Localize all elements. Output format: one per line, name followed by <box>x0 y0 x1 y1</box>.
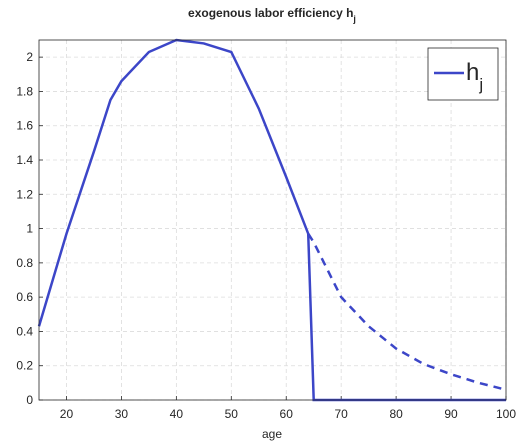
x-tick-label: 100 <box>496 407 516 421</box>
legend-subscript: j <box>478 75 483 94</box>
y-tick-label: 1.2 <box>16 187 33 201</box>
y-tick-label: 1.6 <box>16 119 33 133</box>
lines <box>37 38 507 402</box>
y-tick-label: 1 <box>26 222 33 236</box>
x-tick-label: 50 <box>225 407 239 421</box>
y-tick-label: 0.2 <box>16 359 33 373</box>
legend-text: h <box>466 59 479 86</box>
y-tick-label: 0.8 <box>16 256 33 270</box>
y-tick-label: 0.4 <box>16 324 33 338</box>
series-line <box>307 233 507 391</box>
legend-label: hj <box>466 59 483 94</box>
y-tick-label: 2 <box>26 50 33 64</box>
x-tick-label: 80 <box>389 407 403 421</box>
x-axis-label: age <box>262 427 282 441</box>
x-tick-label: 90 <box>444 407 458 421</box>
x-tick-label: 70 <box>334 407 348 421</box>
x-tick-label: 20 <box>60 407 74 421</box>
x-tick-label: 40 <box>170 407 184 421</box>
y-tick-label: 0 <box>26 393 33 407</box>
y-tick-label: 1.4 <box>16 153 33 167</box>
y-tick-label: 0.6 <box>16 290 33 304</box>
axes-box <box>38 39 507 401</box>
y-tick-label: 1.8 <box>16 84 33 98</box>
series-line <box>37 38 506 402</box>
x-tick-label: 60 <box>280 407 294 421</box>
title-text: exogenous labor efficiency h <box>188 6 353 20</box>
chart-title: exogenous labor efficiency hj <box>188 6 356 24</box>
x-tick-label: 30 <box>115 407 129 421</box>
title-subscript: j <box>352 14 356 24</box>
legend: hj <box>427 47 499 101</box>
